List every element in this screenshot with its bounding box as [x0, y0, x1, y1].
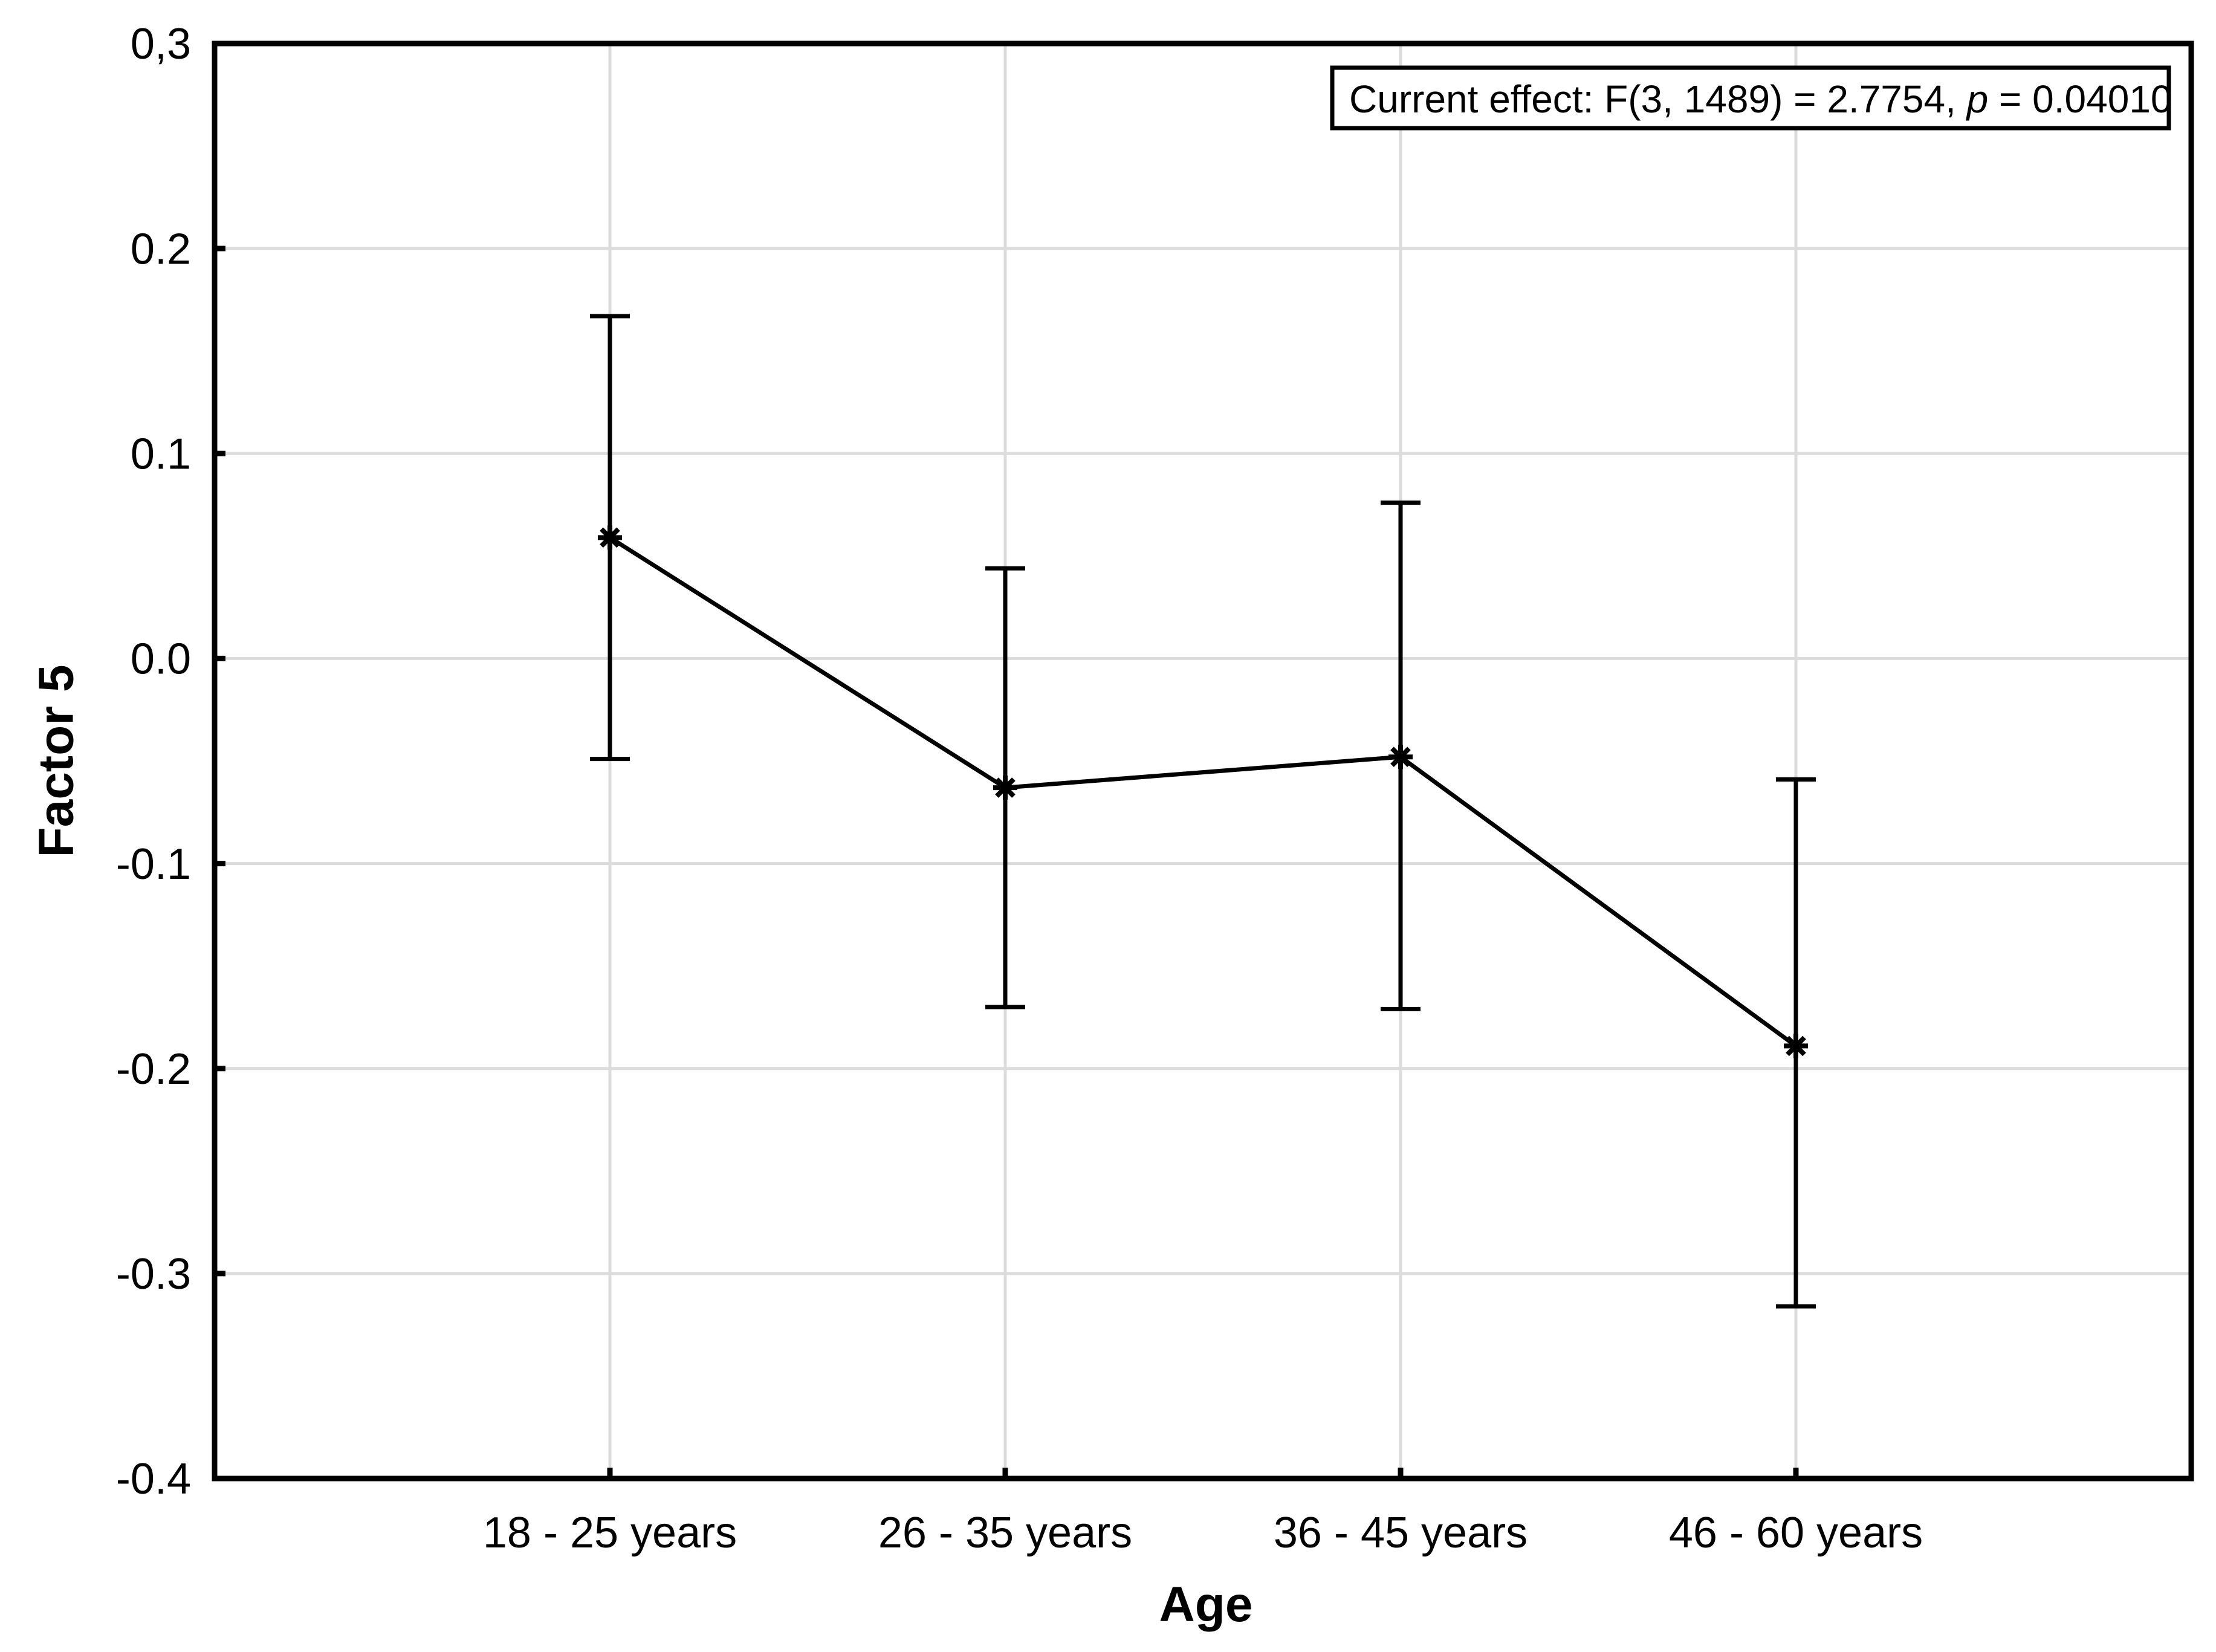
markers-group	[598, 525, 1808, 1058]
y-tick-label: 0.0	[131, 635, 191, 684]
annotation-text-after: = 0.04010	[1988, 77, 2172, 121]
marker-ray-d2	[600, 527, 620, 548]
tick-labels-group: 0,3 0.2 0.1 0.0 -0.1 -0.2 -0.3 -0.4 18 - 25 year…	[116, 20, 1923, 1557]
annotation-text-p: p	[1966, 77, 1989, 121]
marker-ray-d2	[1390, 747, 1411, 768]
ticks-group	[215, 40, 1799, 1482]
marker-ray-d2	[995, 777, 1016, 798]
annotation-text-before: Current effect: F(3, 1489) = 2.7754,	[1349, 77, 1967, 121]
error-bars-group	[590, 314, 1816, 1309]
y-axis-title: Factor 5	[29, 665, 84, 858]
data-point-marker	[598, 525, 622, 550]
y-tick-label: 0.1	[131, 430, 191, 478]
annotation-text: Current effect: F(3, 1489) = 2.7754, p =…	[1349, 77, 2172, 121]
y-tick-label: -0.2	[116, 1045, 191, 1093]
annotation-box	[1330, 65, 2171, 131]
axis-titles-group: Factor 5 Age	[29, 665, 1253, 1633]
y-tick-label: -0.4	[116, 1455, 191, 1503]
data-point-marker	[1388, 745, 1413, 769]
x-tick-label: 18 - 25 years	[483, 1509, 737, 1557]
x-axis-title: Age	[1159, 1577, 1253, 1632]
x-tick-label: 36 - 45 years	[1274, 1509, 1528, 1557]
plot-frame	[212, 40, 2194, 1482]
y-tick-label: 0,3	[131, 20, 191, 68]
y-tick-label: 0.2	[131, 225, 191, 273]
gridlines-group	[215, 44, 2191, 1479]
marker-ray-d2	[1786, 1035, 1806, 1057]
y-tick-label: -0.3	[116, 1250, 191, 1298]
data-point-marker	[1784, 1034, 1808, 1058]
x-tick-label: 46 - 60 years	[1669, 1509, 1923, 1557]
annotation-group: Current effect: F(3, 1489) = 2.7754, p =…	[1330, 65, 2172, 131]
x-tick-label: 26 - 35 years	[878, 1509, 1132, 1557]
plot-frame-group	[212, 40, 2194, 1482]
series-line	[609, 536, 1798, 1048]
data-point-marker	[993, 776, 1017, 800]
y-tick-label: -0.1	[116, 840, 191, 889]
series-line-group	[609, 536, 1798, 1048]
